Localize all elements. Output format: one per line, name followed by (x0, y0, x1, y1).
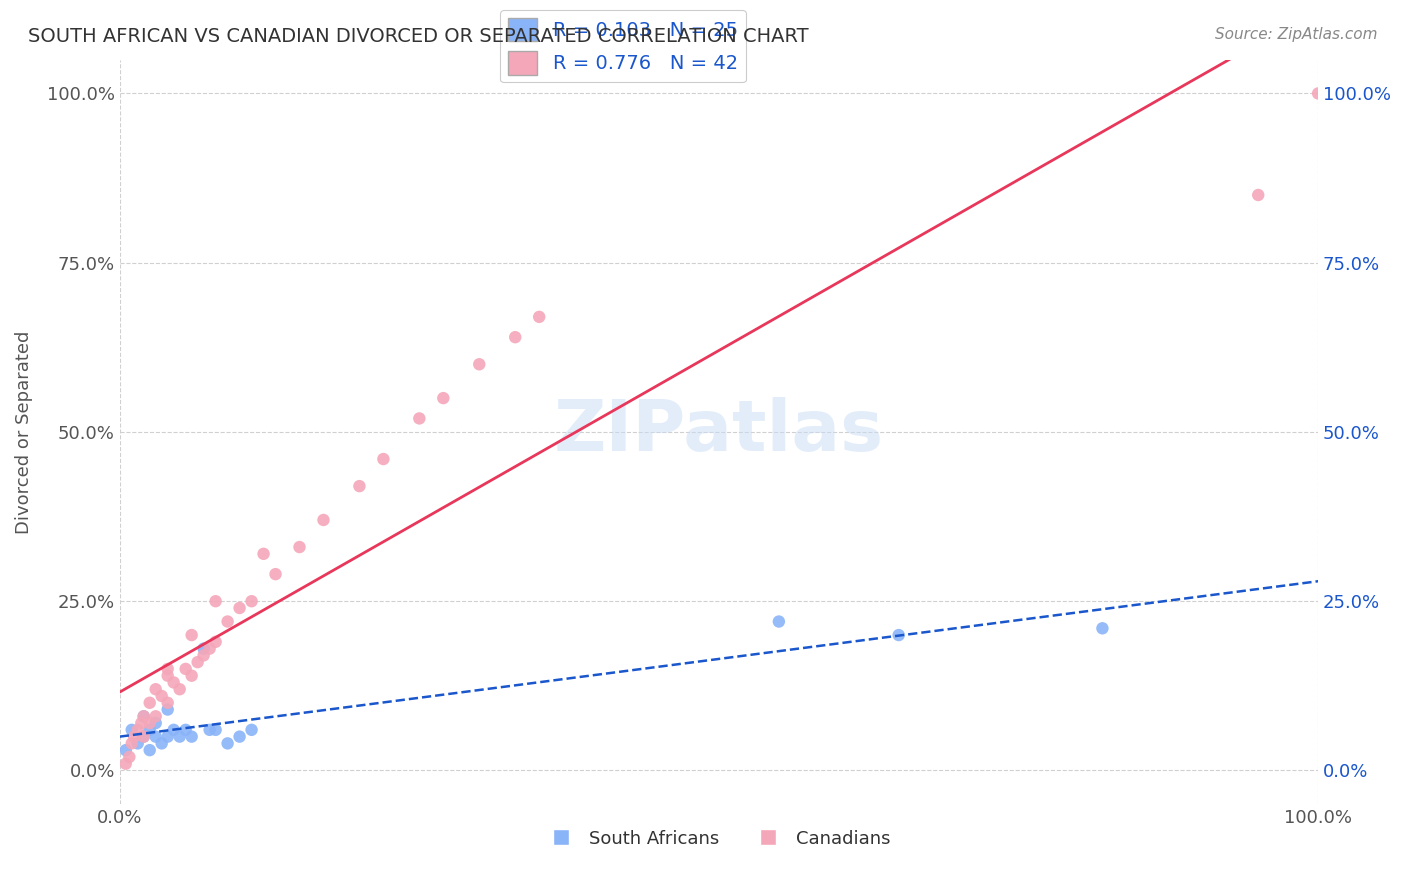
Point (145, 716, 167, 731)
Point (408, 411, 430, 425)
Legend: South Africans, Canadians: South Africans, Canadians (540, 822, 898, 855)
Point (127, 736, 149, 750)
Point (228, 601, 250, 615)
Point (132, 709, 155, 723)
Point (252, 547, 274, 561)
Point (768, 615, 790, 629)
Point (132, 709, 155, 723)
Point (1308, 87, 1330, 101)
Point (240, 594, 263, 608)
Point (180, 668, 202, 682)
Point (138, 716, 160, 731)
Point (145, 730, 167, 744)
Point (114, 743, 136, 757)
Point (887, 628, 910, 642)
Point (312, 513, 335, 527)
Text: ZIPatlas: ZIPatlas (554, 398, 884, 467)
Point (1091, 621, 1114, 635)
Point (432, 391, 454, 405)
Point (156, 702, 179, 716)
Point (174, 662, 197, 676)
Point (169, 682, 191, 697)
Point (240, 723, 263, 737)
Point (131, 716, 153, 731)
Point (349, 479, 371, 493)
Text: Source: ZipAtlas.com: Source: ZipAtlas.com (1215, 27, 1378, 42)
Point (127, 723, 149, 737)
Point (187, 655, 209, 669)
Point (122, 730, 145, 744)
Point (163, 675, 186, 690)
Point (204, 723, 226, 737)
Point (145, 709, 167, 723)
Point (204, 594, 226, 608)
Text: SOUTH AFRICAN VS CANADIAN DIVORCED OR SEPARATED CORRELATION CHART: SOUTH AFRICAN VS CANADIAN DIVORCED OR SE… (28, 27, 808, 45)
Point (174, 723, 197, 737)
Point (503, 330, 526, 344)
Point (156, 668, 179, 682)
Point (264, 567, 287, 582)
Point (118, 750, 141, 764)
Point (150, 736, 173, 750)
Y-axis label: Divorced or Separated: Divorced or Separated (15, 330, 32, 533)
Point (145, 682, 167, 697)
Point (156, 730, 179, 744)
Point (150, 689, 173, 703)
Point (156, 696, 179, 710)
Point (169, 730, 191, 744)
Point (228, 730, 250, 744)
Point (193, 648, 215, 663)
Point (121, 736, 143, 750)
Point (138, 723, 160, 737)
Point (114, 756, 136, 771)
Point (193, 641, 215, 656)
Point (138, 696, 160, 710)
Point (373, 452, 395, 467)
Point (288, 540, 311, 554)
Point (121, 723, 143, 737)
Point (527, 310, 550, 324)
Point (163, 723, 186, 737)
Point (180, 628, 202, 642)
Point (198, 723, 221, 737)
Point (1247, 188, 1270, 202)
Point (198, 641, 221, 656)
Point (217, 736, 239, 750)
Point (156, 662, 179, 676)
Point (217, 615, 239, 629)
Point (138, 743, 160, 757)
Point (180, 730, 202, 744)
Point (468, 357, 491, 371)
Point (132, 730, 155, 744)
Point (132, 730, 155, 744)
Point (204, 635, 226, 649)
